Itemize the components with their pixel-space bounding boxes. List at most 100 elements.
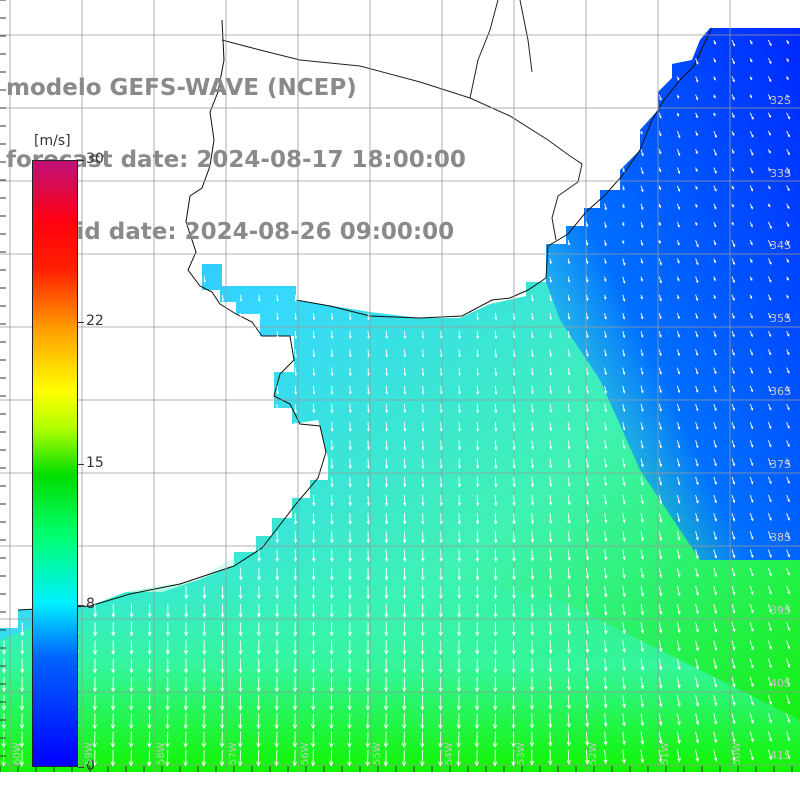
wind-arrow bbox=[384, 622, 389, 637]
wind-arrow bbox=[293, 585, 298, 600]
wind-arrow bbox=[421, 531, 425, 544]
wind-arrow bbox=[128, 713, 134, 730]
wind-arrow bbox=[767, 658, 772, 669]
wind-arrow bbox=[165, 695, 170, 711]
colorbar-tick bbox=[78, 322, 84, 323]
wind-arrow bbox=[786, 513, 790, 521]
wind-arrow bbox=[347, 749, 352, 767]
wind-arrow bbox=[749, 39, 753, 45]
wind-arrow bbox=[676, 258, 680, 264]
wind-arrow bbox=[438, 640, 443, 656]
wind-arrow bbox=[786, 76, 789, 81]
wind-arrow bbox=[640, 658, 645, 671]
wind-arrow bbox=[713, 167, 717, 174]
wind-arrow bbox=[494, 331, 498, 340]
wind-arrow bbox=[474, 676, 480, 693]
wind-arrow bbox=[440, 367, 443, 377]
wind-arrow bbox=[365, 676, 371, 693]
wind-arrow bbox=[385, 331, 389, 340]
wind-arrow bbox=[512, 531, 516, 544]
wind-arrow bbox=[585, 531, 590, 543]
wind-vectors bbox=[1, 39, 791, 767]
wind-arrow bbox=[622, 167, 625, 173]
wind-arrow bbox=[366, 440, 371, 451]
wind-arrow bbox=[329, 695, 334, 711]
wind-arrow bbox=[383, 676, 389, 693]
wind-arrow bbox=[146, 749, 152, 767]
wind-arrow bbox=[567, 549, 571, 562]
wind-arrow bbox=[402, 676, 407, 693]
wind-arrow bbox=[767, 258, 772, 265]
wind-arrow bbox=[493, 695, 498, 711]
wind-arrow bbox=[658, 94, 662, 101]
wind-arrow bbox=[202, 604, 207, 618]
wind-arrow bbox=[220, 604, 225, 618]
wind-arrow bbox=[384, 513, 389, 525]
wind-arrow bbox=[366, 567, 371, 581]
wind-arrow bbox=[93, 604, 98, 618]
wind-arrow bbox=[347, 676, 352, 693]
wind-arrow bbox=[385, 458, 389, 470]
colorbar-tick bbox=[78, 464, 84, 465]
wind-arrow bbox=[786, 676, 791, 687]
wind-arrow bbox=[511, 676, 516, 693]
wind-arrow bbox=[294, 422, 298, 432]
wind-arrow bbox=[420, 695, 425, 711]
wind-arrow bbox=[567, 658, 571, 673]
wind-arrow bbox=[330, 312, 334, 321]
wind-arrow bbox=[713, 76, 716, 81]
wind-arrow bbox=[457, 549, 462, 563]
wind-arrow bbox=[695, 604, 699, 615]
wind-arrow bbox=[622, 276, 626, 284]
wind-arrow bbox=[403, 349, 407, 358]
wind-arrow bbox=[786, 567, 790, 576]
wind-arrow bbox=[403, 367, 407, 377]
wind-arrow bbox=[366, 513, 371, 525]
wind-arrow bbox=[456, 676, 462, 693]
wind-arrow bbox=[658, 349, 662, 357]
wind-arrow bbox=[457, 440, 462, 451]
wind-arrow bbox=[767, 531, 772, 540]
wind-arrow bbox=[786, 221, 790, 228]
wind-arrow bbox=[111, 604, 116, 618]
wind-arrow bbox=[622, 349, 626, 357]
wind-arrow bbox=[348, 422, 352, 432]
wind-arrow bbox=[640, 494, 644, 505]
wind-arrow bbox=[512, 349, 516, 358]
wind-arrow bbox=[749, 676, 754, 688]
wind-arrow bbox=[695, 130, 698, 137]
wind-arrow bbox=[384, 604, 389, 618]
wind-arrow bbox=[348, 585, 352, 600]
latitude-label: 36S bbox=[770, 385, 791, 398]
wind-arrow bbox=[622, 258, 626, 266]
wind-arrow bbox=[713, 294, 716, 300]
wind-arrow bbox=[348, 385, 352, 395]
wind-arrow bbox=[567, 531, 571, 543]
wind-arrow bbox=[201, 676, 207, 693]
wind-arrow bbox=[385, 385, 389, 395]
graticule bbox=[0, 0, 800, 772]
wind-arrow bbox=[439, 422, 443, 432]
wind-arrow bbox=[585, 440, 589, 450]
wind-arrow bbox=[493, 640, 498, 656]
map-title: modelo GEFS-WAVE (NCEP) forecast date: 2… bbox=[6, 28, 466, 268]
wind-arrow bbox=[276, 331, 279, 340]
wind-arrow bbox=[640, 585, 645, 598]
wind-arrow bbox=[365, 731, 370, 749]
wind-arrow bbox=[293, 640, 298, 656]
wind-arrow bbox=[786, 385, 790, 393]
wind-arrow bbox=[421, 422, 425, 432]
wind-arrow bbox=[603, 658, 608, 672]
wind-arrow bbox=[603, 622, 608, 635]
wind-arrow bbox=[786, 112, 791, 120]
wind-arrow bbox=[476, 349, 480, 358]
wind-arrow bbox=[202, 640, 207, 656]
wind-arrow bbox=[531, 312, 534, 321]
wind-arrow bbox=[476, 403, 480, 414]
wind-arrow bbox=[384, 585, 389, 600]
wind-arrow bbox=[165, 604, 170, 618]
wind-arrow bbox=[767, 112, 771, 119]
wind-arrow bbox=[549, 403, 553, 413]
wind-arrow bbox=[165, 731, 170, 749]
wind-arrow bbox=[767, 76, 772, 83]
